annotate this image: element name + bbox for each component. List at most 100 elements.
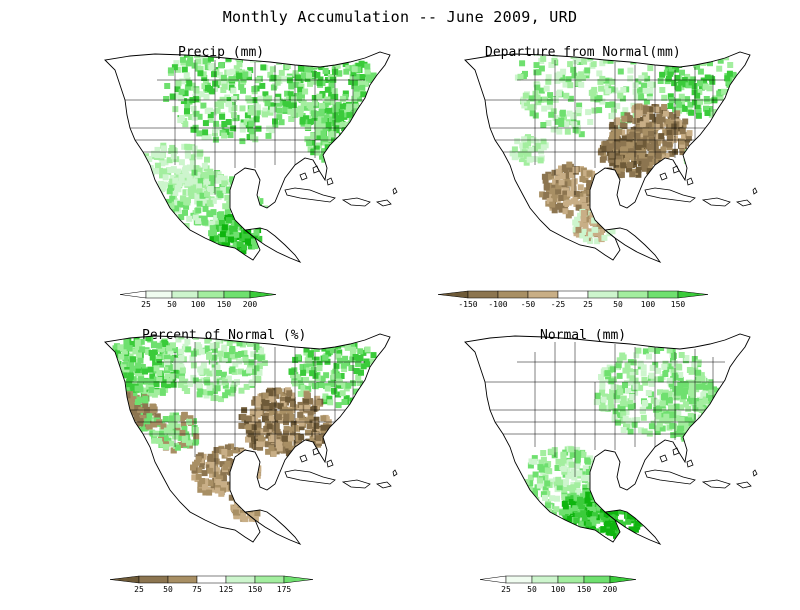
shade-cell	[213, 342, 220, 349]
shade-cell	[550, 510, 557, 517]
shade-cell	[336, 349, 343, 356]
shade-cell	[240, 212, 247, 219]
shade-cell	[531, 458, 538, 465]
shade-cell	[557, 479, 564, 486]
shade-cell	[712, 442, 719, 449]
shade-cell	[643, 135, 650, 142]
shade-cell	[143, 412, 149, 419]
shade-cell	[230, 37, 236, 43]
shade-cell	[217, 99, 224, 106]
shade-cell	[616, 52, 623, 53]
shade-cell	[718, 426, 725, 433]
shade-cell	[561, 164, 568, 171]
colorbar-segment	[167, 575, 198, 584]
island	[686, 177, 694, 186]
shade-cell	[209, 52, 216, 55]
shade-cell	[686, 130, 693, 137]
shade-cell	[703, 141, 710, 148]
shade-cell	[644, 75, 651, 82]
shade-cell	[209, 226, 216, 233]
shade-cell	[179, 367, 186, 374]
shade-cell	[307, 413, 314, 420]
shade-cell	[682, 381, 689, 388]
shade-cell	[661, 94, 668, 101]
shade-cell	[675, 98, 681, 105]
panel-percent: Percent of Normal (%) 25 50 75 125 150 175	[0, 282, 400, 594]
shade-cell	[575, 488, 582, 495]
shade-cell	[600, 476, 607, 483]
shade-cell	[250, 471, 257, 478]
shade-cell	[629, 171, 636, 178]
shade-cell	[243, 499, 250, 505]
shade-cell	[119, 408, 126, 415]
shade-cell	[113, 369, 120, 376]
shade-cell	[257, 198, 264, 205]
shade-cell	[369, 358, 376, 365]
shade-cell	[720, 414, 727, 421]
shade-cell	[268, 43, 274, 49]
shade-cell	[616, 372, 623, 379]
shade-cell	[743, 76, 750, 83]
shade-cell	[324, 385, 331, 392]
shade-cell	[594, 96, 601, 103]
shade-cell	[527, 480, 534, 487]
shade-cell	[254, 52, 260, 57]
shade-cell	[726, 423, 733, 429]
shade-cell	[365, 75, 372, 82]
shade-cell	[606, 187, 613, 194]
shade-cell	[256, 441, 263, 447]
shade-cell	[530, 487, 537, 494]
shade-cell	[568, 461, 575, 468]
shade-cell	[173, 92, 180, 99]
shade-cell	[353, 147, 360, 154]
shade-cell	[309, 370, 316, 377]
shade-cell	[248, 128, 255, 135]
shade-cell	[725, 394, 732, 401]
shade-cell	[561, 500, 568, 507]
shade-cell	[119, 409, 126, 415]
shade-cell	[303, 376, 310, 383]
shade-cell	[300, 369, 307, 376]
shade-cell	[201, 83, 208, 90]
shade-cell	[257, 209, 264, 215]
shade-cell	[259, 500, 266, 507]
shade-cell	[220, 486, 227, 493]
shade-cell	[255, 396, 262, 403]
shade-cell	[221, 449, 228, 455]
shade-cell	[150, 342, 157, 349]
shade-cell	[255, 431, 262, 438]
colorbar-tick-label: 150	[577, 585, 592, 594]
shade-cell	[251, 483, 258, 489]
shade-cell	[704, 422, 710, 429]
shade-cell	[252, 200, 259, 207]
shade-cell	[574, 459, 581, 466]
shade-cell	[719, 388, 725, 395]
shade-cell	[669, 411, 676, 418]
shade-cell	[249, 194, 255, 200]
shade-cell	[577, 184, 584, 191]
shade-cell	[257, 211, 264, 218]
shade-cell	[584, 458, 591, 465]
panel-precip: Precip (mm) 25 50 100 150 200	[0, 0, 400, 309]
shade-cell	[192, 214, 199, 221]
shade-cell	[148, 350, 155, 356]
shade-cell	[701, 437, 708, 444]
shade-cell	[236, 210, 243, 217]
colorbar-segment	[254, 575, 285, 584]
shade-cell	[185, 346, 192, 353]
shade-cell	[634, 133, 641, 139]
shade-cell	[582, 236, 589, 243]
shade-cell	[590, 40, 596, 46]
shade-cell	[636, 56, 642, 62]
shade-cell	[232, 361, 239, 368]
shade-cell	[186, 173, 193, 180]
shade-cell	[597, 460, 604, 467]
shade-cell	[632, 88, 639, 95]
shade-cell	[218, 490, 225, 497]
shade-cell	[605, 188, 612, 195]
shade-cell	[320, 424, 327, 431]
shade-cell	[535, 142, 542, 149]
shade-cell	[282, 106, 289, 113]
shade-cell	[247, 477, 254, 484]
shade-cell	[725, 394, 732, 401]
